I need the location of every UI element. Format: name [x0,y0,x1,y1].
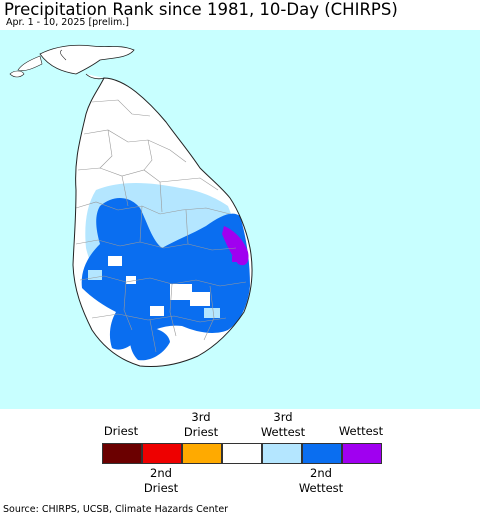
sri-lanka-map [9,44,253,368]
legend-swatch-driest [102,443,142,464]
source-credit: Source: CHIRPS, UCSB, Climate Hazards Ce… [3,504,229,515]
legend-label-wettest: Wettest [338,424,384,438]
legend-label-3rd-driest: 3rd Driest [183,410,219,439]
map-subtitle: Apr. 1 - 10, 2025 [prelim.] [6,17,129,28]
legend-swatch-3rd-wettest [262,443,302,464]
legend-label-driest: Driest [103,424,139,438]
map-panel [0,30,480,409]
legend-swatch-2nd-wettest [302,443,342,464]
legend: Driest 3rd Driest 3rd Wettest Wettest 2n… [0,410,480,500]
legend-label-3rd-wettest: 3rd Wettest [260,410,306,439]
district-borders [75,99,247,353]
legend-label-2nd-driest: 2nd Driest [143,466,179,495]
legend-swatch-wettest [342,443,382,464]
jaffna-coastline [9,44,135,80]
legend-swatch-3rd-driest [182,443,222,464]
legend-swatch-normal [222,443,262,464]
rank-shading [81,183,250,361]
legend-swatch-2nd-driest [142,443,182,464]
legend-label-2nd-wettest: 2nd Wettest [298,466,344,495]
map-title: Precipitation Rank since 1981, 10-Day (C… [4,0,398,19]
